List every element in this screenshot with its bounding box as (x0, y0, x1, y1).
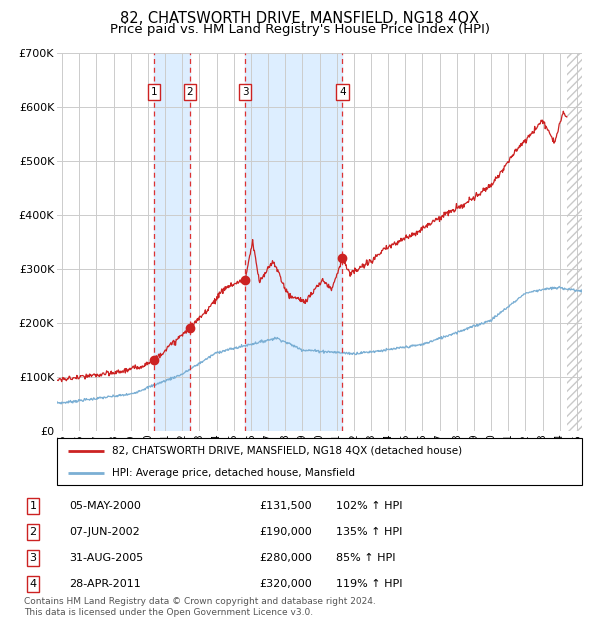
Text: 82, CHATSWORTH DRIVE, MANSFIELD, NG18 4QX: 82, CHATSWORTH DRIVE, MANSFIELD, NG18 4Q… (121, 11, 479, 26)
Text: 1: 1 (29, 501, 37, 511)
Bar (245, 53, 343, 431)
Text: HPI: Average price, detached house, Mansfield: HPI: Average price, detached house, Mans… (112, 468, 355, 478)
Text: 2: 2 (187, 87, 193, 97)
Text: 28-APR-2011: 28-APR-2011 (69, 579, 141, 589)
Text: 05-MAY-2000: 05-MAY-2000 (69, 501, 141, 511)
Text: 3: 3 (242, 87, 248, 97)
Text: 135% ↑ HPI: 135% ↑ HPI (336, 527, 403, 537)
Bar (567, 53, 582, 431)
Text: £190,000: £190,000 (259, 527, 312, 537)
Text: 1: 1 (151, 87, 157, 97)
Text: £131,500: £131,500 (259, 501, 312, 511)
Bar (154, 53, 190, 431)
Text: 2: 2 (29, 527, 37, 537)
Text: 31-AUG-2005: 31-AUG-2005 (69, 553, 143, 563)
Text: 82, CHATSWORTH DRIVE, MANSFIELD, NG18 4QX (detached house): 82, CHATSWORTH DRIVE, MANSFIELD, NG18 4Q… (112, 446, 462, 456)
Text: 119% ↑ HPI: 119% ↑ HPI (336, 579, 403, 589)
Text: 07-JUN-2002: 07-JUN-2002 (69, 527, 140, 537)
Text: 3: 3 (29, 553, 37, 563)
Text: £320,000: £320,000 (259, 579, 312, 589)
Text: 102% ↑ HPI: 102% ↑ HPI (336, 501, 403, 511)
Text: 4: 4 (339, 87, 346, 97)
Text: Contains HM Land Registry data © Crown copyright and database right 2024.
This d: Contains HM Land Registry data © Crown c… (24, 598, 376, 617)
Text: £280,000: £280,000 (259, 553, 312, 563)
Bar (567, 53, 582, 431)
Text: 4: 4 (29, 579, 37, 589)
Text: 85% ↑ HPI: 85% ↑ HPI (336, 553, 395, 563)
Text: Price paid vs. HM Land Registry's House Price Index (HPI): Price paid vs. HM Land Registry's House … (110, 23, 490, 36)
